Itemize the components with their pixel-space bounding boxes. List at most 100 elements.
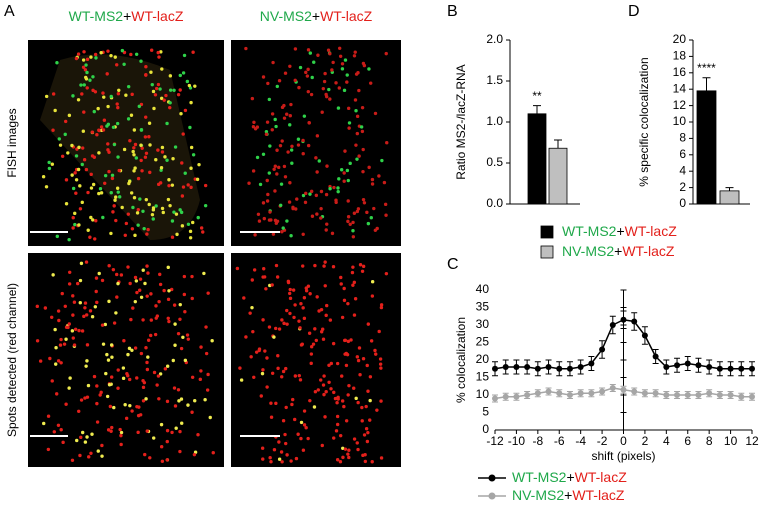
point	[492, 365, 498, 372]
spot	[352, 386, 356, 390]
spot	[323, 71, 327, 76]
spot	[379, 399, 383, 403]
spot	[158, 282, 163, 287]
spot	[101, 128, 106, 132]
spot	[301, 306, 305, 310]
point	[588, 390, 595, 397]
spot	[160, 150, 165, 154]
spot	[91, 182, 96, 187]
spot	[116, 386, 120, 390]
point	[641, 332, 648, 339]
spot	[356, 400, 360, 405]
spot	[355, 157, 359, 161]
spot	[133, 275, 138, 280]
spot	[133, 166, 137, 170]
spot	[297, 373, 301, 378]
spot	[353, 297, 358, 301]
spot	[312, 405, 317, 409]
spot	[114, 311, 118, 315]
spot	[317, 159, 321, 163]
spot	[314, 193, 319, 198]
spot	[86, 383, 91, 388]
spot	[170, 183, 175, 187]
spot	[137, 104, 141, 109]
spot	[260, 371, 265, 376]
spot	[277, 79, 282, 83]
spot	[166, 197, 171, 202]
spot	[93, 52, 98, 57]
spot	[154, 86, 159, 91]
spot	[257, 219, 262, 223]
spot	[82, 158, 87, 162]
x-tick-label: -2	[597, 434, 608, 448]
spot	[173, 322, 177, 326]
spot	[170, 235, 175, 239]
spot	[186, 403, 190, 407]
spot	[294, 207, 298, 211]
spot	[254, 350, 259, 354]
spot	[334, 198, 338, 202]
spot	[309, 352, 314, 356]
spot	[63, 119, 68, 124]
y-axis-title: % specific colocalization	[637, 57, 651, 186]
spot	[271, 60, 275, 65]
spot	[99, 125, 104, 129]
point	[663, 364, 670, 370]
spot	[116, 92, 121, 96]
spot	[361, 264, 366, 269]
spot	[265, 385, 269, 389]
spot	[342, 286, 346, 291]
spot	[172, 303, 177, 307]
spot	[288, 114, 292, 118]
spot	[79, 261, 84, 266]
point	[695, 392, 702, 398]
spot	[128, 138, 132, 143]
point	[492, 395, 498, 402]
spot	[275, 148, 279, 152]
spot	[302, 114, 307, 118]
y-tick-label: 5	[482, 405, 489, 419]
spot	[340, 67, 345, 71]
spot	[84, 313, 89, 317]
x-tick-label: 6	[684, 434, 691, 448]
spot	[189, 166, 193, 170]
spot	[154, 204, 158, 208]
spot	[94, 219, 98, 223]
legend-marker	[488, 492, 496, 500]
spot	[138, 197, 142, 201]
spot	[267, 218, 272, 222]
spot	[141, 268, 145, 272]
spot	[378, 357, 383, 361]
spot	[103, 181, 107, 185]
spot	[384, 213, 388, 217]
spot	[329, 387, 333, 391]
y-tick-label: 4	[679, 163, 686, 177]
spot	[360, 105, 365, 110]
spot	[265, 120, 270, 124]
spot	[261, 368, 265, 372]
spot	[269, 460, 273, 464]
spot	[161, 210, 165, 215]
spot	[361, 61, 366, 66]
spot	[280, 230, 284, 234]
spot	[370, 177, 375, 182]
spot	[151, 217, 155, 221]
spot	[324, 92, 328, 97]
spot	[323, 260, 327, 264]
spot	[199, 369, 203, 373]
spot	[80, 329, 85, 333]
spot	[173, 404, 178, 408]
spot	[120, 205, 124, 210]
spot	[252, 268, 257, 272]
spot	[313, 263, 317, 268]
spot	[256, 212, 261, 216]
spot	[306, 48, 311, 52]
spot	[52, 430, 57, 434]
spot	[131, 149, 135, 154]
y-tick-label: 0	[679, 196, 686, 210]
spot	[178, 429, 182, 434]
spot	[273, 117, 277, 122]
spot	[91, 75, 95, 79]
spot	[108, 404, 113, 409]
spot	[190, 410, 194, 414]
